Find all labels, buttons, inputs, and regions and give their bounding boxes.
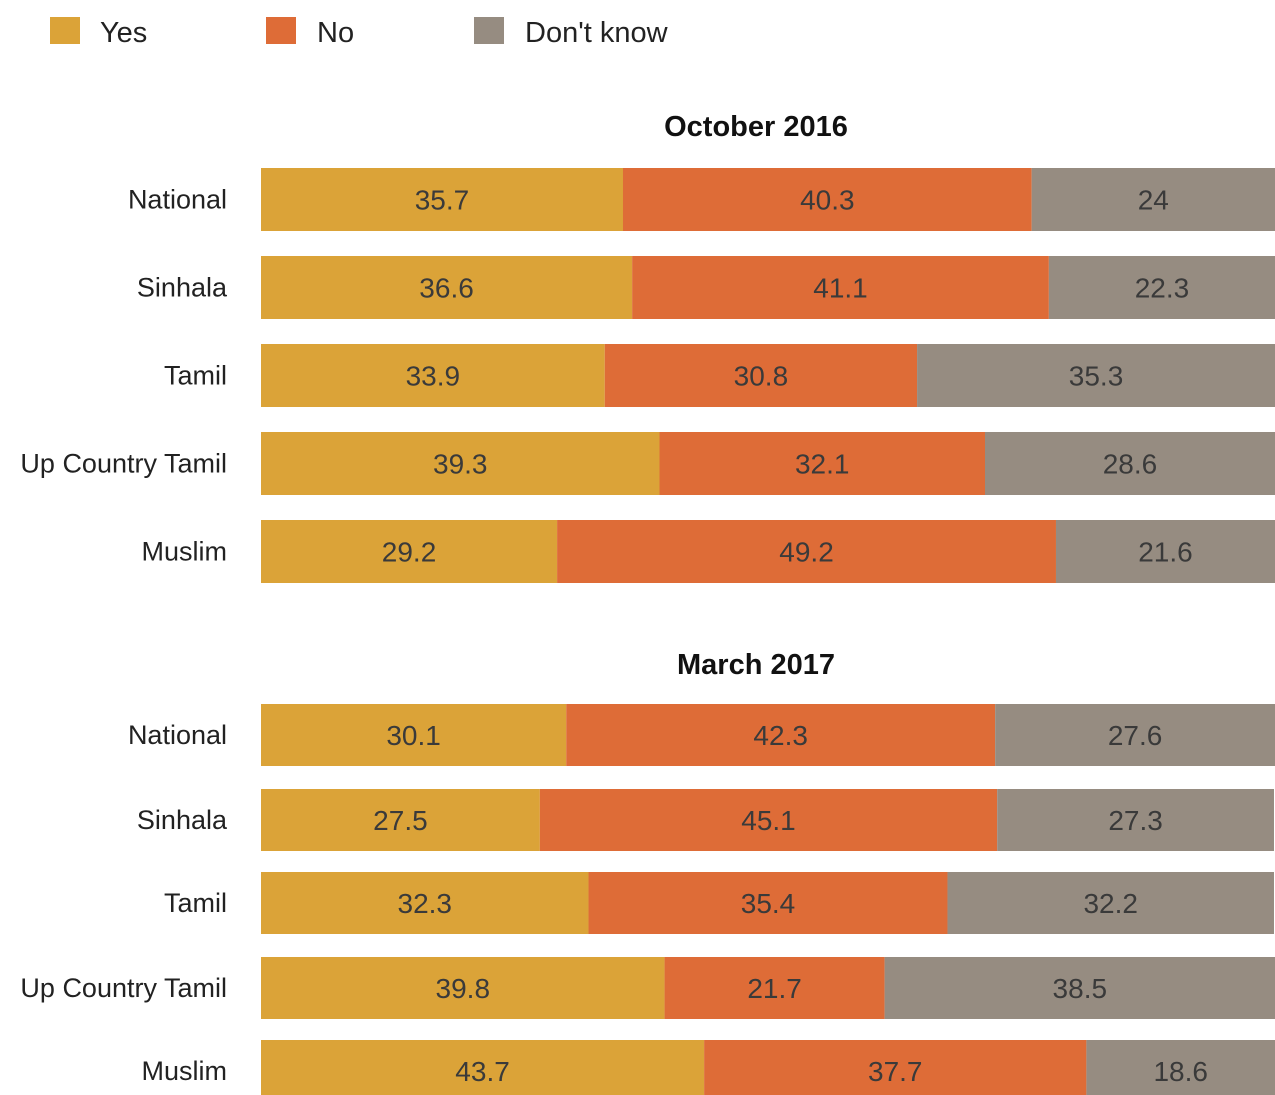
data-label-no: 40.3 bbox=[800, 185, 855, 216]
bar-segment-don-t-know bbox=[995, 704, 1275, 766]
data-label-no: 30.8 bbox=[734, 361, 789, 392]
data-label-no: 37.7 bbox=[868, 1056, 923, 1087]
bar-row-national: National 35.7 40.3 24 bbox=[128, 168, 1275, 231]
panel-title: October 2016 bbox=[664, 111, 848, 143]
bar-segment-don-t-know bbox=[947, 872, 1274, 934]
bar-segment-don-t-know bbox=[1086, 1040, 1275, 1095]
legend: Yes No Don't know bbox=[50, 17, 669, 49]
bar-segment-no bbox=[604, 344, 918, 407]
data-label-yes: 33.9 bbox=[406, 361, 461, 392]
bar-segment-no bbox=[539, 789, 998, 851]
bar-row-sinhala: Sinhala 27.5 45.1 27.3 bbox=[137, 789, 1274, 851]
bar-segment-no bbox=[632, 256, 1049, 319]
data-label-yes: 39.8 bbox=[436, 973, 491, 1004]
category-label-sinhala: Sinhala bbox=[137, 805, 228, 835]
data-label-don-t-know: 28.6 bbox=[1103, 449, 1158, 480]
data-label-no: 45.1 bbox=[741, 805, 796, 836]
legend-label-no: No bbox=[317, 17, 354, 49]
bar-segment-yes bbox=[261, 432, 660, 495]
data-label-yes: 36.6 bbox=[419, 273, 474, 304]
data-label-no: 32.1 bbox=[795, 449, 850, 480]
data-label-yes: 27.5 bbox=[373, 805, 428, 836]
data-label-yes: 29.2 bbox=[382, 537, 437, 568]
bar-segment-yes bbox=[261, 520, 558, 583]
bar-segment-no bbox=[704, 1040, 1087, 1095]
data-label-no: 35.4 bbox=[741, 888, 796, 919]
bar-segment-yes bbox=[261, 344, 605, 407]
bar-segment-don-t-know bbox=[997, 789, 1274, 851]
bar-row-muslim: Muslim 43.7 37.7 18.6 bbox=[142, 1040, 1275, 1095]
legend-label-don-t-know: Don't know bbox=[525, 17, 669, 49]
category-label-muslim: Muslim bbox=[142, 1056, 228, 1086]
legend-swatch-don-t-know bbox=[474, 17, 504, 44]
category-label-tamil: Tamil bbox=[164, 888, 227, 918]
bar-segment-don-t-know bbox=[884, 957, 1275, 1019]
category-label-up-country-tamil: Up Country Tamil bbox=[20, 449, 227, 479]
bar-segment-yes bbox=[261, 1040, 705, 1095]
legend-swatch-no bbox=[266, 17, 296, 44]
bar-segment-yes bbox=[261, 789, 540, 851]
bar-segment-no bbox=[659, 432, 985, 495]
data-label-no: 49.2 bbox=[779, 537, 834, 568]
bar-segment-no bbox=[664, 957, 885, 1019]
bar-segment-don-t-know bbox=[984, 432, 1275, 495]
data-label-no: 42.3 bbox=[753, 720, 808, 751]
data-label-don-t-know: 21.6 bbox=[1138, 537, 1193, 568]
data-label-don-t-know: 27.3 bbox=[1108, 805, 1163, 836]
chart-panel-march-2017: March 2017 National 30.1 42.3 27.6 Sinhala 27.… bbox=[20, 649, 1275, 1095]
data-label-don-t-know: 27.6 bbox=[1108, 720, 1163, 751]
bar-row-tamil: Tamil 32.3 35.4 32.2 bbox=[164, 872, 1274, 934]
chart-panel-october-2016: October 2016 National 35.7 40.3 24 Sinhala 36.… bbox=[20, 111, 1275, 583]
category-label-muslim: Muslim bbox=[142, 537, 228, 567]
data-label-don-t-know: 22.3 bbox=[1135, 273, 1190, 304]
bar-segment-no bbox=[588, 872, 948, 934]
data-label-yes: 30.1 bbox=[386, 720, 441, 751]
bar-segment-don-t-know bbox=[1055, 520, 1275, 583]
data-label-don-t-know: 38.5 bbox=[1053, 973, 1108, 1004]
bar-row-up-country-tamil: Up Country Tamil 39.8 21.7 38.5 bbox=[20, 957, 1275, 1019]
bar-segment-yes bbox=[261, 256, 633, 319]
data-label-don-t-know: 35.3 bbox=[1069, 361, 1124, 392]
legend-swatch-yes bbox=[50, 17, 80, 44]
bar-row-tamil: Tamil 33.9 30.8 35.3 bbox=[164, 344, 1275, 407]
bar-segment-yes bbox=[261, 168, 623, 231]
bar-row-sinhala: Sinhala 36.6 41.1 22.3 bbox=[137, 256, 1275, 319]
bar-row-muslim: Muslim 29.2 49.2 21.6 bbox=[142, 520, 1275, 583]
legend-label-yes: Yes bbox=[100, 17, 147, 49]
category-label-sinhala: Sinhala bbox=[137, 273, 228, 303]
bar-row-national: National 30.1 42.3 27.6 bbox=[128, 704, 1275, 766]
data-label-yes: 43.7 bbox=[455, 1056, 510, 1087]
bar-segment-no bbox=[566, 704, 996, 766]
category-label-up-country-tamil: Up Country Tamil bbox=[20, 973, 227, 1003]
chart-panels: October 2016 National 35.7 40.3 24 Sinhala 36.… bbox=[20, 111, 1275, 1095]
data-label-don-t-know: 32.2 bbox=[1083, 888, 1138, 919]
data-label-no: 21.7 bbox=[747, 973, 802, 1004]
bar-segment-no bbox=[622, 168, 1032, 231]
panel-title: March 2017 bbox=[677, 649, 835, 681]
data-label-yes: 32.3 bbox=[398, 888, 453, 919]
bar-segment-yes bbox=[261, 872, 589, 934]
category-label-tamil: Tamil bbox=[164, 361, 227, 391]
data-label-don-t-know: 24 bbox=[1138, 185, 1169, 216]
bar-row-up-country-tamil: Up Country Tamil 39.3 32.1 28.6 bbox=[20, 432, 1275, 495]
bar-segment-no bbox=[557, 520, 1056, 583]
bar-segment-yes bbox=[261, 957, 665, 1019]
category-label-national: National bbox=[128, 185, 227, 215]
bar-segment-don-t-know bbox=[1048, 256, 1275, 319]
bar-segment-don-t-know bbox=[1031, 168, 1275, 231]
bar-segment-yes bbox=[261, 704, 567, 766]
data-label-don-t-know: 18.6 bbox=[1153, 1056, 1208, 1087]
data-label-no: 41.1 bbox=[813, 273, 868, 304]
data-label-yes: 35.7 bbox=[415, 185, 470, 216]
category-label-national: National bbox=[128, 720, 227, 750]
bar-segment-don-t-know bbox=[917, 344, 1275, 407]
data-label-yes: 39.3 bbox=[433, 449, 488, 480]
